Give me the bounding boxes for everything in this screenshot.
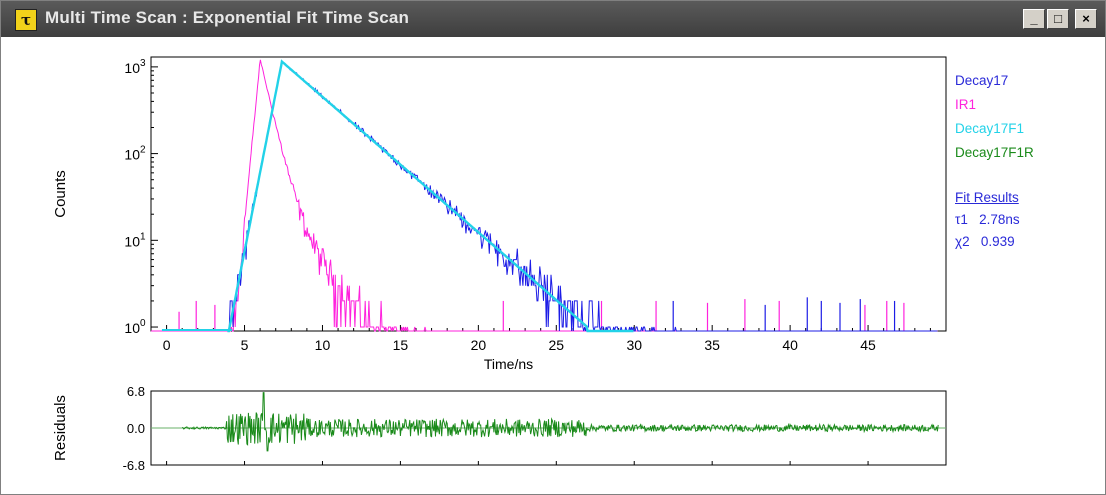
title-bar[interactable]: τ Multi Time Scan : Exponential Fit Time… bbox=[1, 1, 1105, 37]
series-decay17f1-line bbox=[227, 59, 634, 333]
x-tick-label: 20 bbox=[471, 337, 487, 353]
tau-row: τ1 2.78ns bbox=[955, 209, 1020, 231]
residual-y-tick-label: 6.8 bbox=[127, 384, 145, 399]
legend-item-ir1: IR1 bbox=[955, 97, 977, 112]
x-tick-label: 15 bbox=[393, 337, 409, 353]
x-tick-label: 45 bbox=[860, 337, 876, 353]
chi-value: 0.939 bbox=[980, 234, 1015, 249]
window-title: Multi Time Scan : Exponential Fit Time S… bbox=[45, 8, 410, 27]
fit-results-header[interactable]: Fit Results bbox=[955, 190, 1019, 205]
y-tick-label: 100 bbox=[124, 318, 146, 336]
series-decay17f1r-line bbox=[181, 392, 939, 452]
legend-item-decay17f1r: Decay17F1R bbox=[955, 145, 1034, 160]
main-plot-frame bbox=[150, 56, 947, 332]
residual-y-tick-label: -6.8 bbox=[123, 458, 145, 473]
x-tick-label: 5 bbox=[241, 337, 249, 353]
plot-area: 0 5 10 15 20 25 30 35 40 45 100 101 102 103 Time/ns Cou… bbox=[7, 39, 1099, 489]
y-tick-label: 103 bbox=[124, 58, 146, 76]
x-tick-label: 10 bbox=[315, 337, 331, 353]
decay-chart: 0 5 10 15 20 25 30 35 40 45 100 101 102 103 Time/ns Cou… bbox=[52, 56, 947, 473]
y-tick-label: 102 bbox=[124, 145, 146, 163]
tau-icon[interactable]: τ bbox=[15, 9, 37, 31]
minimize-button[interactable]: _ bbox=[1023, 9, 1045, 29]
y-axis-label: Counts bbox=[52, 170, 69, 218]
close-button[interactable]: × bbox=[1075, 9, 1097, 29]
fit-results-panel: Fit Results τ1 2.78ns χ2 0.939 bbox=[955, 187, 1020, 253]
x-tick-label: 0 bbox=[163, 337, 171, 353]
legend: Decay17 IR1 Decay17F1 Decay17F1R bbox=[955, 69, 1034, 165]
x-tick-label: 40 bbox=[782, 337, 798, 353]
tau-value: 2.78ns bbox=[979, 212, 1020, 227]
residuals-axis-label: Residuals bbox=[52, 395, 69, 461]
x-tick-label: 25 bbox=[549, 337, 565, 353]
tau-label: τ1 bbox=[955, 212, 968, 227]
residual-y-tick-label: 0.0 bbox=[127, 421, 145, 436]
y-tick-label: 101 bbox=[124, 231, 146, 249]
chi-label: χ2 bbox=[955, 234, 970, 249]
maximize-button[interactable]: □ bbox=[1047, 9, 1069, 29]
legend-item-decay17: Decay17 bbox=[955, 73, 1009, 88]
legend-item-decay17f1: Decay17F1 bbox=[955, 121, 1025, 136]
x-axis-label: Time/ns bbox=[484, 356, 533, 372]
x-tick-label: 30 bbox=[626, 337, 642, 353]
x-tick-label: 35 bbox=[704, 337, 720, 353]
chi-row: χ2 0.939 bbox=[955, 231, 1020, 253]
